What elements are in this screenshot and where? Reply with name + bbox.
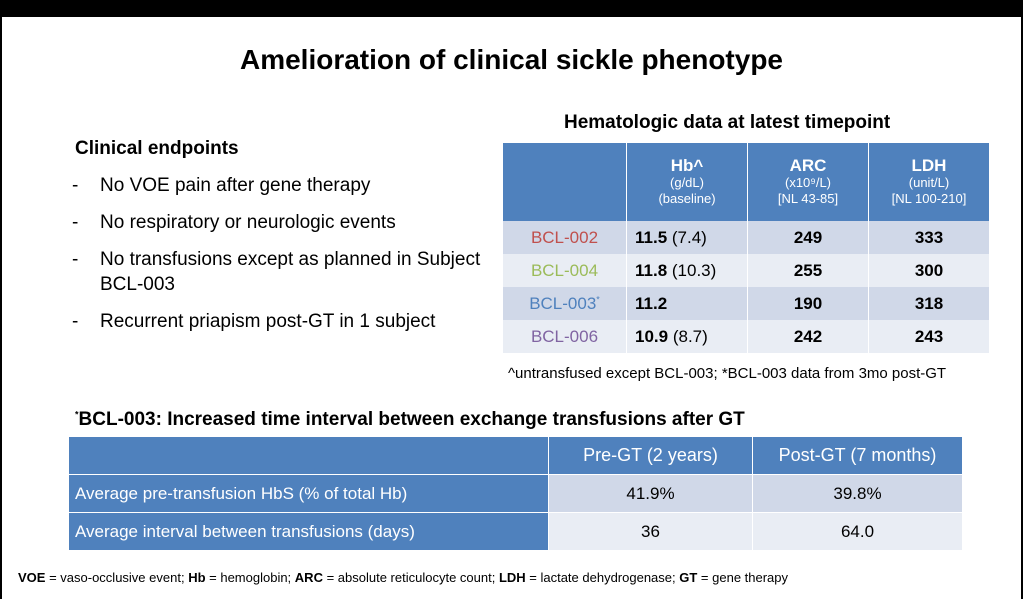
header-post-gt: Post-GT (7 months) [752,437,963,475]
pre-gt-value: 36 [548,512,753,551]
header-pre-gt: Pre-GT (2 years) [548,437,753,475]
list-item: - No respiratory or neurologic events [72,210,482,235]
arc-value: 255 [747,254,869,287]
ldh-value: 300 [868,254,990,287]
abbreviations: VOE = vaso-occlusive event; Hb = hemoglo… [18,570,789,585]
pre-gt-value: 41.9% [548,474,753,513]
table-header-row: Hb^ (g/dL) (baseline) ARC (x10⁹/L) [NL 43-85… [502,143,990,221]
row-label: Average pre-transfusion HbS (% of total … [68,474,549,513]
table-row: Average pre-transfusion HbS (% of total … [68,474,963,513]
post-gt-value: 64.0 [752,512,963,551]
list-item-text: No VOE pain after gene therapy [100,175,371,196]
arc-value: 249 [747,221,869,254]
arc-value: 190 [747,287,869,320]
bullet-dash: - [72,249,79,270]
list-item: - No VOE pain after gene therapy [72,173,482,198]
header-ldh: LDH (unit/L) [NL 100-210] [868,143,990,221]
bullet-dash: - [72,311,79,332]
subject-id: BCL-004 [502,254,627,287]
row-label: Average interval between transfusions (d… [68,512,549,551]
header-arc: ARC (x10⁹/L) [NL 43-85] [747,143,869,221]
transfusion-table: Pre-GT (2 years) Post-GT (7 months) Aver… [68,437,963,551]
ldh-value: 243 [868,320,990,353]
table-row: BCL-004 11.8 (10.3) 255 300 [502,254,990,287]
list-item-text: No transfusions except as planned in Sub… [100,249,481,295]
post-gt-value: 39.8% [752,474,963,513]
hb-value: 11.5 (7.4) [626,221,748,254]
ldh-value: 333 [868,221,990,254]
clinical-endpoints-heading: Clinical endpoints [75,138,239,159]
list-item-text: No respiratory or neurologic events [100,212,396,233]
slide-title: Amelioration of clinical sickle phenotyp… [239,44,784,75]
list-item: - Recurrent priapism post-GT in 1 subject [72,309,482,334]
clinical-endpoints-list: - No VOE pain after gene therapy - No resp… [72,173,482,346]
hb-value: 11.2 [626,287,748,320]
table-row: BCL-006 10.9 (8.7) 242 243 [502,320,990,353]
subject-id: BCL-006 [502,320,627,353]
table-header-row: Pre-GT (2 years) Post-GT (7 months) [68,437,963,475]
table-row: BCL-003* 11.2 190 318 [502,287,990,320]
transfusion-heading: *BCL-003: Increased time interval betwee… [75,409,745,430]
hb-value: 11.8 (10.3) [626,254,748,287]
hematologic-heading: Hematologic data at latest timepoint [564,112,891,133]
header-empty [502,143,627,221]
header-hb: Hb^ (g/dL) (baseline) [626,143,748,221]
header-empty [68,437,549,475]
bullet-dash: - [72,212,79,233]
hematologic-footnote: ^untransfused except BCL-003; *BCL-003 d… [508,365,947,382]
slide: Amelioration of clinical sickle phenotyp… [2,17,1021,599]
hematologic-table: Hb^ (g/dL) (baseline) ARC (x10⁹/L) [NL 43-85… [502,143,990,353]
table-row: Average interval between transfusions (d… [68,512,963,551]
arc-value: 242 [747,320,869,353]
subject-id: BCL-002 [502,221,627,254]
subject-id: BCL-003* [502,287,627,320]
bullet-dash: - [72,175,79,196]
hb-value: 10.9 (8.7) [626,320,748,353]
ldh-value: 318 [868,287,990,320]
list-item-text: Recurrent priapism post-GT in 1 subject [100,311,436,332]
list-item: - No transfusions except as planned in Su… [72,247,482,297]
table-row: BCL-002 11.5 (7.4) 249 333 [502,221,990,254]
